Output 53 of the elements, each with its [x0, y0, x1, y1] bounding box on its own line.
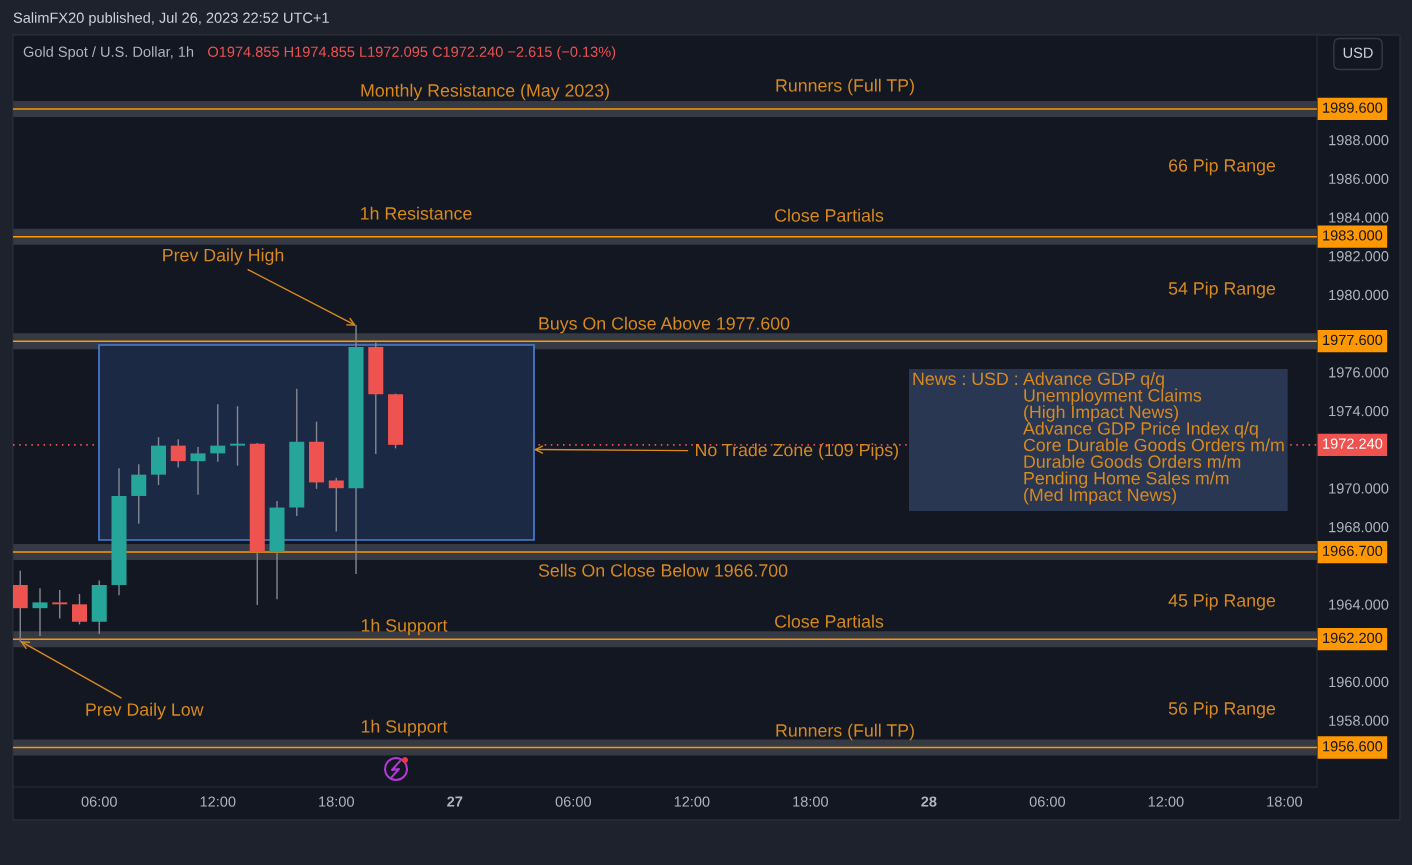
ref-line-label: 1989.600: [1323, 102, 1383, 113]
y-tick-label: 1988.000: [1329, 134, 1389, 146]
annotation: 45 Pip Range: [1168, 593, 1276, 611]
y-tick-label: 1974.000: [1329, 405, 1389, 417]
x-tick-label: 12:00: [674, 796, 710, 807]
annotation: Prev Daily High: [163, 248, 284, 265]
y-tick-label: 1984.000: [1329, 212, 1389, 223]
annotation: Prev Daily Low: [86, 702, 204, 720]
x-tick-label: 27: [447, 796, 463, 807]
annotation: 1h Support: [361, 719, 448, 737]
text: Gold Spot / U.S. Dollar, 1h: [23, 46, 194, 60]
ref-line-label: 1983.000: [1323, 230, 1383, 241]
y-tick-label: 1958.000: [1329, 715, 1389, 726]
y-tick-label: 1960.000: [1329, 676, 1389, 688]
y-tick-label: 1982.000: [1329, 251, 1389, 262]
annotation: 66 Pip Range: [1169, 158, 1276, 176]
x-tick-label: 06:00: [81, 796, 117, 807]
annotation: Sells On Close Below 1966.700: [538, 563, 788, 577]
y-tick-label: 1986.000: [1329, 173, 1389, 185]
annotation: Monthly Resistance (May 2023): [361, 83, 609, 101]
y-tick-label: 1976.000: [1329, 367, 1389, 378]
ref-line-label: 1977.600: [1323, 334, 1383, 346]
y-tick-label: 1970.000: [1329, 483, 1389, 494]
annotation: No Trade Zone (109 Pips): [696, 443, 898, 460]
annotation: News : USD :: [913, 372, 1018, 386]
y-tick-label: 1980.000: [1329, 289, 1389, 301]
x-tick-label: 06:00: [1029, 796, 1066, 807]
annotation: 54 Pip Range: [1168, 281, 1276, 299]
ref-line-label: 1956.600: [1323, 741, 1383, 752]
annotation: Advance GDP q/q Unemployment Claims (High Impact News) Advance GDP Price Index q/q Core Durable Goods Orders m/m Durable Goods Orders m/m Pending Home Sales m/m (Med Impact News): [1023, 372, 1284, 505]
y-tick-label: 1968.000: [1329, 522, 1389, 533]
annotation: Buys On Close Above 1977.600: [539, 316, 790, 334]
annotation: 1h Support: [361, 618, 448, 636]
chart-subtitle: SalimFX20 published, Jul 26, 2023 22:52 UTC+1: [13, 12, 329, 26]
annotation: Close Partials: [775, 208, 884, 222]
x-tick-label: 12:00: [200, 796, 236, 807]
ref-line-label: 1966.700: [1323, 545, 1383, 556]
x-tick-label: 12:00: [1148, 796, 1184, 807]
annotation: O1974.855 H1974.855 L1972.095 C1972.240 −2.615 (−0.13%): [208, 46, 616, 60]
annotation: Runners (Full TP): [776, 78, 914, 96]
annotation: 1h Resistance: [361, 206, 472, 220]
annotation: Close Partials: [775, 614, 884, 628]
y-tick-label: 1964.000: [1329, 599, 1389, 610]
ref-line-label: 1972.240: [1323, 438, 1383, 449]
ref-line-label: 1962.200: [1323, 632, 1383, 644]
x-tick-label: 28: [921, 796, 937, 807]
text: USD: [1343, 47, 1373, 58]
x-tick-label: 18:00: [1267, 796, 1303, 807]
x-tick-label: 18:00: [793, 796, 829, 807]
annotation: Runners (Full TP): [776, 723, 914, 741]
x-tick-label: 18:00: [319, 796, 354, 807]
x-tick-label: 06:00: [555, 796, 591, 807]
annotation: 56 Pip Range: [1168, 701, 1276, 719]
